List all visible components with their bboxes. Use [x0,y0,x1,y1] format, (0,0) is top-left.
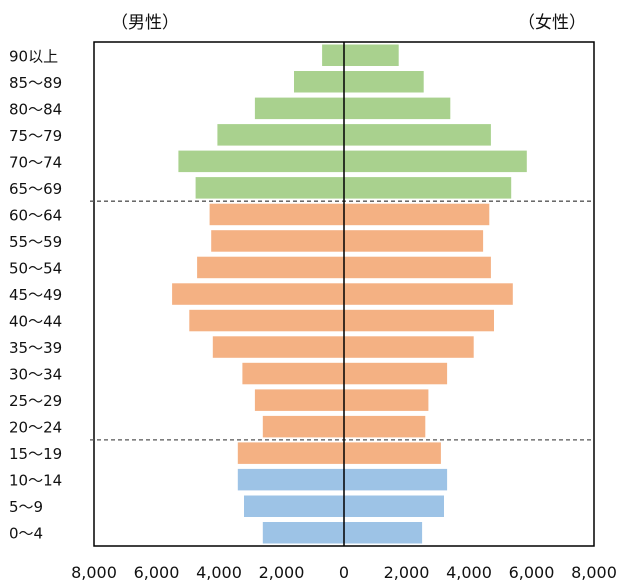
bar-female [344,177,512,199]
age-group-label: 30〜34 [9,366,62,384]
bar-male [262,522,345,544]
bar-male [254,389,344,411]
bar-female [344,362,448,385]
bar-male [209,203,344,226]
bar-male [197,256,344,279]
bar-female [344,97,451,120]
bar-female [344,256,491,279]
x-tick-label: 2,000 [384,563,430,580]
age-group-label: 60〜64 [9,206,62,224]
x-tick-label: 6,000 [134,563,180,580]
age-group-label: 55〜59 [9,233,62,251]
bar-female [344,124,491,146]
bar-female [344,415,426,438]
x-tick-label: 2,000 [259,563,305,580]
bar-male [189,309,344,332]
x-tick-label: 4,000 [446,563,492,580]
bar-male [212,336,345,358]
bar-male [172,283,344,305]
bar-female [344,230,484,252]
age-group-label: 45〜49 [9,286,62,304]
bar-female [344,283,513,305]
bar-female [344,468,448,491]
bar-male [211,230,344,252]
age-group-label: 70〜74 [9,153,62,171]
x-tick-label: 4,000 [196,563,242,580]
x-tick-label: 8,000 [71,563,117,580]
bar-male [244,495,344,517]
age-group-label: 20〜24 [9,419,62,437]
bar-female [344,336,474,358]
bar-male [254,97,344,120]
x-tick-label: 0 [339,563,349,580]
age-group-label: 80〜84 [9,100,62,118]
bar-female [344,309,494,332]
age-group-label: 15〜19 [9,445,62,463]
bar-female [344,71,424,93]
age-group-label: 40〜44 [9,313,62,331]
age-group-label: 10〜14 [9,472,62,490]
bar-female [344,150,527,173]
age-group-label: 90以上 [9,47,58,65]
bar-female [344,389,429,411]
age-group-label: 85〜89 [9,74,62,92]
age-group-label: 25〜29 [9,392,62,410]
bar-female [344,44,399,66]
bar-male [237,442,345,464]
bar-female [344,203,490,226]
bar-male [262,415,345,438]
bar-male [322,44,344,66]
bar-male [178,150,344,173]
male-side-label: （男性） [111,13,179,33]
bar-female [344,442,441,464]
female-side-label: （女性） [518,13,586,33]
bar-male [242,362,344,385]
x-tick-label: 6,000 [509,563,555,580]
bar-male [217,124,344,146]
bar-male [294,71,344,93]
bar-male [195,177,344,199]
age-group-label: 0〜4 [9,525,43,543]
x-tick-label: 8,000 [571,563,617,580]
age-group-label: 75〜79 [9,127,62,145]
age-group-label: 50〜54 [9,260,62,278]
bar-female [344,522,423,544]
age-group-label: 5〜9 [9,498,43,516]
age-group-label: 35〜39 [9,339,62,357]
bar-female [344,495,444,517]
age-group-label: 65〜69 [9,180,62,198]
bar-male [237,468,345,491]
